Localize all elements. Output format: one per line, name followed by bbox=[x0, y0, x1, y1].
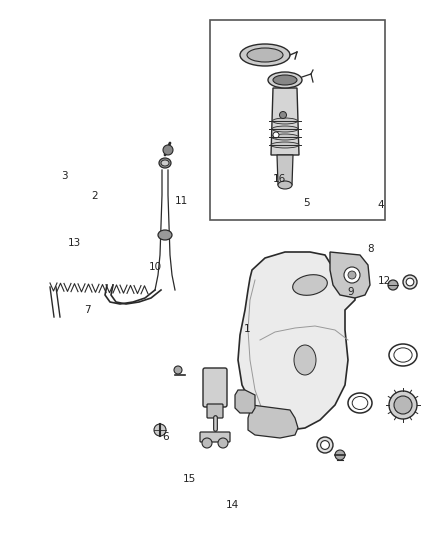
Text: 16: 16 bbox=[273, 174, 286, 183]
Text: 4: 4 bbox=[378, 200, 385, 210]
Ellipse shape bbox=[158, 230, 172, 240]
Text: 15: 15 bbox=[183, 474, 196, 483]
Circle shape bbox=[335, 450, 345, 460]
Ellipse shape bbox=[268, 72, 302, 88]
Circle shape bbox=[279, 111, 286, 118]
Polygon shape bbox=[248, 405, 298, 438]
Circle shape bbox=[389, 391, 417, 419]
Polygon shape bbox=[277, 155, 293, 185]
Circle shape bbox=[344, 267, 360, 283]
Circle shape bbox=[174, 366, 182, 374]
Polygon shape bbox=[235, 390, 255, 413]
Circle shape bbox=[202, 438, 212, 448]
Text: 8: 8 bbox=[367, 245, 374, 254]
Circle shape bbox=[304, 391, 312, 399]
Text: 5: 5 bbox=[303, 198, 310, 207]
Polygon shape bbox=[330, 252, 370, 298]
Ellipse shape bbox=[240, 44, 290, 66]
Ellipse shape bbox=[272, 126, 298, 132]
FancyBboxPatch shape bbox=[207, 404, 223, 418]
Text: 7: 7 bbox=[84, 305, 91, 315]
Circle shape bbox=[406, 278, 414, 286]
Circle shape bbox=[218, 438, 228, 448]
Text: 11: 11 bbox=[175, 197, 188, 206]
Ellipse shape bbox=[272, 134, 299, 140]
Ellipse shape bbox=[293, 274, 327, 295]
Text: 12: 12 bbox=[378, 277, 391, 286]
Polygon shape bbox=[238, 252, 355, 430]
Polygon shape bbox=[271, 88, 299, 155]
Text: 10: 10 bbox=[149, 262, 162, 271]
Ellipse shape bbox=[273, 75, 297, 85]
Circle shape bbox=[163, 145, 173, 155]
Circle shape bbox=[321, 441, 329, 449]
Text: 1: 1 bbox=[244, 325, 251, 334]
FancyBboxPatch shape bbox=[200, 432, 230, 442]
Ellipse shape bbox=[272, 118, 297, 124]
Circle shape bbox=[403, 275, 417, 289]
Ellipse shape bbox=[247, 48, 283, 62]
FancyBboxPatch shape bbox=[203, 368, 227, 407]
Circle shape bbox=[317, 437, 333, 453]
Ellipse shape bbox=[294, 345, 316, 375]
Text: 2: 2 bbox=[91, 191, 98, 201]
Circle shape bbox=[394, 396, 412, 414]
Circle shape bbox=[154, 424, 166, 436]
Ellipse shape bbox=[278, 181, 292, 189]
Circle shape bbox=[300, 387, 316, 403]
Ellipse shape bbox=[159, 158, 171, 168]
Text: 14: 14 bbox=[226, 500, 239, 510]
Text: 3: 3 bbox=[61, 171, 68, 181]
Circle shape bbox=[348, 271, 356, 279]
Text: 9: 9 bbox=[347, 287, 354, 297]
Circle shape bbox=[388, 280, 398, 290]
Text: 6: 6 bbox=[162, 432, 169, 442]
Ellipse shape bbox=[271, 142, 299, 148]
Circle shape bbox=[273, 132, 279, 138]
Bar bbox=[210, 20, 385, 220]
Text: 13: 13 bbox=[68, 238, 81, 247]
Ellipse shape bbox=[161, 160, 169, 166]
